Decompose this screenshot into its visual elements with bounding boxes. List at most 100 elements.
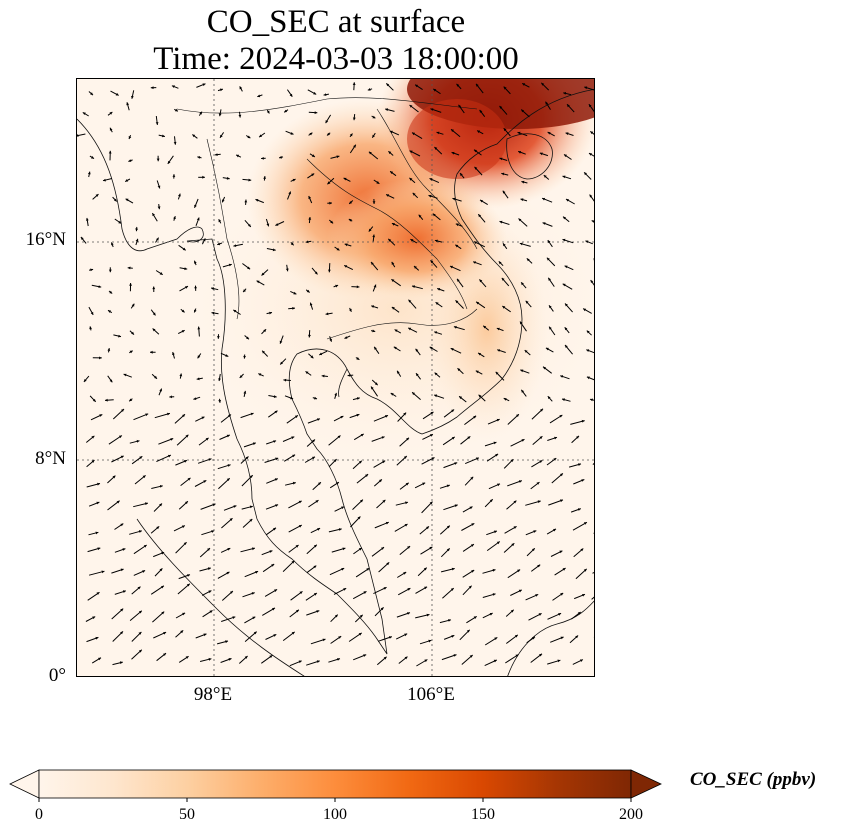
wind-arrow-head (273, 527, 276, 531)
wind-arrow-head (478, 214, 482, 218)
wind-arrow-head (542, 197, 546, 201)
wind-arrow-head (393, 346, 397, 350)
wind-arrow-head (333, 459, 337, 462)
wind-arrow-head (253, 631, 257, 635)
wind-arrow-head (97, 547, 101, 551)
wind-arrow-head (249, 519, 253, 522)
wind-arrow-head (92, 616, 96, 620)
wind-arrow-head (451, 567, 455, 571)
wind-arrow-head (429, 434, 433, 437)
wind-arrow-head (446, 548, 450, 552)
wind-arrow-head (192, 134, 196, 138)
wind-arrow-head (335, 482, 339, 485)
wind-arrow-head (454, 504, 458, 508)
colorbar (9, 769, 662, 802)
wind-arrow-head (560, 636, 564, 640)
wind-arrow-head (338, 528, 342, 531)
wind-arrow-head (325, 312, 329, 316)
wind-arrow-head (340, 416, 344, 419)
wind-arrow-head (152, 312, 156, 316)
wind-arrow-head (588, 104, 592, 108)
wind-arrow-head (409, 177, 413, 181)
wind-arrow-head (225, 640, 228, 644)
wind-arrow-head (321, 374, 325, 378)
wind-arrow-head (583, 568, 587, 572)
wind-arrow-head (156, 526, 160, 530)
wind-arrow-head (407, 612, 410, 615)
wind-arrow-head (558, 613, 562, 616)
wind-arrow-head (159, 568, 163, 572)
wind-arrow-head (243, 289, 246, 293)
wind-arrow-head (372, 234, 376, 238)
wind-arrow-head (341, 568, 345, 571)
plot-title: CO_SEC at surface (206, 4, 466, 40)
map-panel (76, 78, 595, 677)
wind-arrow-head (227, 548, 231, 551)
wind-arrow-head (383, 587, 387, 590)
wind-arrow-head (142, 570, 146, 573)
wind-arrow-head (92, 398, 96, 402)
wind-arrow-head (217, 242, 221, 246)
wind-arrow-head (374, 382, 378, 386)
wind-arrow-head (360, 499, 363, 503)
wind-arrow-head (329, 338, 332, 342)
wind-arrow-head (519, 242, 523, 246)
colorbar-extend-min (9, 769, 40, 799)
wind-arrow-head (367, 88, 371, 91)
wind-arrow-head (457, 278, 460, 282)
wind-arrow-head (285, 268, 289, 272)
wind-arrow-head (517, 569, 521, 573)
wind-arrow-head (152, 328, 156, 332)
wind-arrow-head (199, 111, 202, 115)
wind-arrow-head (83, 379, 87, 382)
wind-arrow-head (363, 654, 367, 657)
wind-arrow-head (247, 135, 251, 139)
wind-arrow-head (306, 289, 310, 293)
wind-arrow-head (391, 307, 395, 310)
wind-arrow (154, 412, 171, 419)
wind-arrow-head (563, 92, 567, 95)
wind-arrow-head (471, 523, 475, 526)
wind-arrow-head (126, 102, 130, 106)
wind-arrow-head (522, 83, 526, 86)
wind-arrow-head (520, 369, 524, 373)
wind-arrow-head (122, 590, 126, 593)
wind-arrow-head (476, 83, 479, 87)
wind-arrow-head (371, 305, 375, 308)
wind-arrow-head (424, 659, 428, 663)
wind-arrow-head (385, 415, 388, 418)
wind-arrow-head (98, 285, 102, 288)
wind-arrow-head (255, 571, 259, 574)
wind-arrow-head (518, 218, 522, 222)
wind-arrow-head (214, 153, 218, 156)
wind-arrow-head (291, 436, 295, 440)
wind-arrow-head (129, 350, 133, 354)
wind-arrow-head (95, 636, 99, 640)
wind-arrow-head (150, 350, 153, 354)
wind-arrow-head (373, 284, 377, 288)
wind-arrow-head (292, 307, 295, 310)
wind-arrow-head (541, 82, 545, 86)
wind-arrow-head (407, 588, 411, 591)
wind-arrow-head (309, 132, 313, 136)
wind-arrow-head (122, 548, 126, 551)
wind-arrow-head (545, 347, 549, 351)
wind-arrow-head (319, 352, 323, 356)
wind-arrow-head (495, 453, 499, 457)
wind-arrow-head (342, 547, 346, 551)
wind-arrow-head (469, 655, 473, 658)
wind-arrow-head (446, 525, 450, 529)
wind-arrow-head (118, 334, 121, 338)
wind-arrow-head (412, 392, 415, 396)
wind-arrow-head (415, 84, 419, 88)
wind-arrow-head (454, 462, 458, 465)
wind-arrow-head (565, 303, 568, 307)
wind-arrow-head (566, 199, 569, 202)
wind-arrow-head (220, 134, 223, 138)
wind-arrow-head (291, 560, 295, 564)
wind-arrow-head (536, 482, 540, 485)
wind-arrow-head (496, 418, 500, 422)
wind-arrow-head (409, 105, 413, 108)
wind-arrow-head (309, 302, 313, 306)
wind-arrow-head (259, 134, 263, 138)
